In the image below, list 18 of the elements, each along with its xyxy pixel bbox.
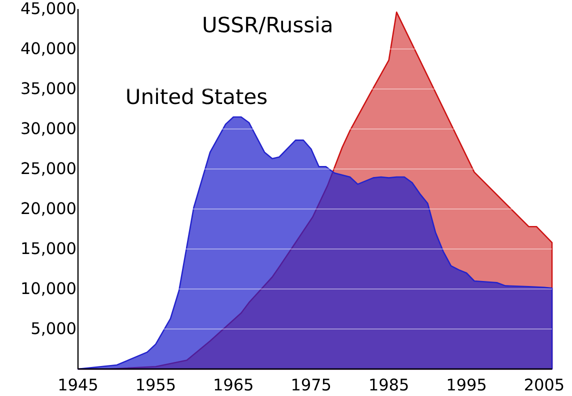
x-tick-label: 1995 (448, 378, 486, 391)
y-tick-label: 45,000 (21, 2, 76, 16)
y-tick-label: 30,000 (22, 122, 76, 136)
y-tick-label: 35,000 (22, 82, 76, 96)
y-tick-label: 40,000 (21, 42, 76, 56)
y-tick-label: 5,000 (32, 322, 76, 336)
x-tick-label: 1965 (214, 378, 252, 391)
x-tick-label: 2005 (525, 378, 564, 391)
x-tick-label: 1975 (292, 378, 330, 391)
y-tick-label: 20,000 (22, 202, 76, 216)
x-tick-label: 1985 (370, 378, 408, 391)
y-tick-label: 10,000 (22, 282, 76, 296)
series-label: United States (127, 88, 267, 104)
y-tick-label: 15,000 (22, 242, 76, 256)
x-tick-label: 1945 (59, 378, 97, 391)
y-tick-label: 25,000 (22, 162, 76, 176)
x-tick-label: 1955 (137, 378, 175, 391)
text: USSR/Russia (204, 16, 332, 34)
